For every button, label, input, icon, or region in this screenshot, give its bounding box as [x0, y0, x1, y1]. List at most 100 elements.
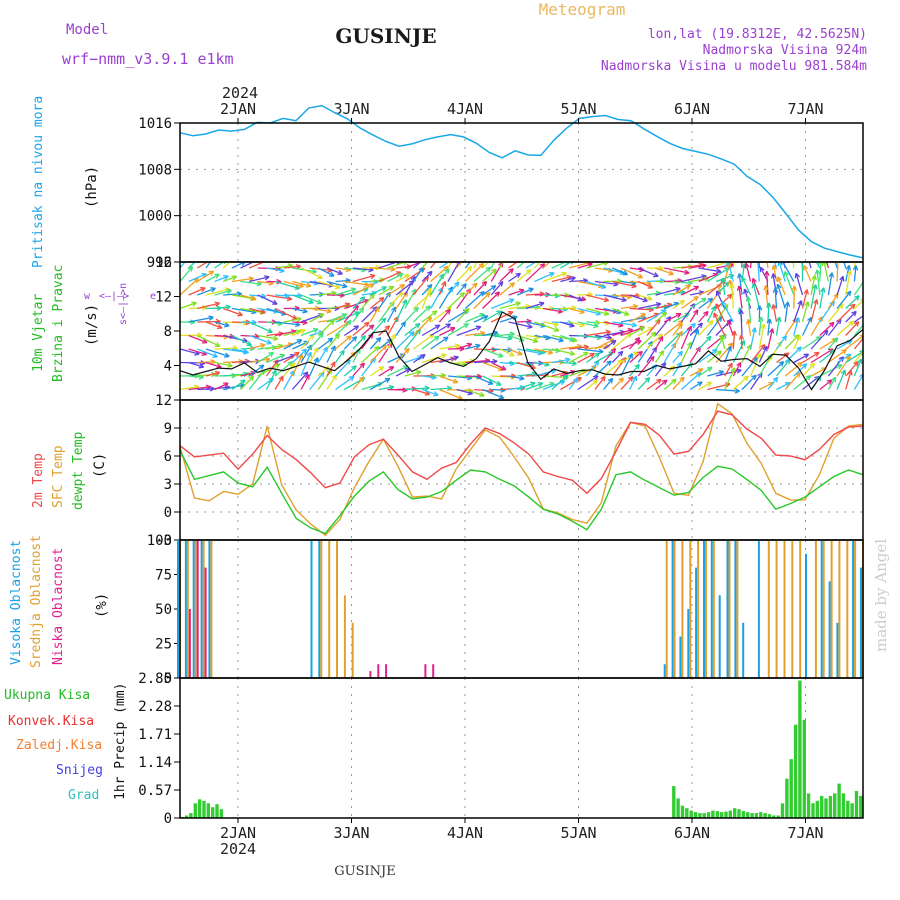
wind-label-2: Brzina i Pravac — [51, 265, 66, 382]
wind-arrow-head — [476, 250, 481, 255]
wind-arrow — [326, 374, 337, 390]
wind-arrow — [585, 360, 600, 377]
wind-arrow-head — [759, 266, 765, 273]
wind-arrow — [655, 311, 668, 323]
wind-arrow-head — [778, 360, 785, 367]
wind-arrow — [499, 262, 504, 269]
wind-arrow — [352, 376, 365, 390]
wind-arrow-head — [363, 321, 370, 328]
wind-arrow-head — [214, 273, 220, 279]
wind-arrow — [534, 262, 541, 269]
wind-arrow — [862, 361, 863, 363]
wind-arrow-head — [701, 263, 707, 269]
wind-arrow-head — [537, 382, 544, 388]
wind-arrow — [586, 307, 609, 316]
wind-arrow-head — [656, 378, 662, 385]
precip-convek-label: Konvek.Kisa — [8, 714, 94, 729]
wind-arrow-head — [750, 243, 754, 248]
wind-arrow — [369, 377, 391, 391]
wind-arrow-head — [317, 273, 323, 279]
wind-arrow — [386, 316, 399, 336]
wind-arrow — [577, 263, 593, 269]
wind-arrow — [827, 337, 839, 350]
wind-arrow-head — [803, 246, 807, 251]
wind-arrow-head — [869, 265, 873, 270]
wind-arrow — [283, 317, 302, 323]
wind-arrow-head — [805, 374, 812, 381]
wind-arrow — [274, 330, 297, 337]
precip-bar — [746, 812, 750, 818]
wind-arrow — [836, 303, 856, 323]
wind-arrow-head — [781, 335, 787, 341]
wind-arrow — [819, 287, 825, 309]
wind-arrow-head — [852, 265, 859, 271]
wind-arrow — [862, 320, 863, 322]
precip-bar — [706, 812, 711, 818]
wind-arrow — [672, 299, 685, 310]
wind-arrow-head — [216, 323, 223, 330]
wind-arrow — [603, 321, 624, 327]
wind-arrow — [404, 387, 430, 391]
precip-bar — [802, 719, 806, 818]
wind-arrow — [757, 262, 760, 282]
wind-arrow-head — [764, 270, 770, 277]
wind-arrow-head — [487, 379, 494, 385]
wind-arrow-head — [312, 327, 319, 334]
wind-arrow-head — [647, 283, 654, 289]
wind-arrow — [214, 347, 238, 350]
wind-arrow-head — [300, 329, 306, 335]
wind-arrow — [274, 343, 293, 350]
wind-arrow — [274, 361, 293, 377]
wind-arrow-head — [463, 307, 470, 314]
wind-arrow-head — [828, 321, 835, 328]
wind-arrow-head — [326, 308, 332, 314]
wind-arrow — [620, 376, 634, 390]
wind-arrow — [654, 336, 664, 350]
wind-arrow — [853, 358, 862, 377]
wind-arrow-head — [826, 379, 833, 385]
wind-arrow-head — [201, 338, 208, 344]
wind-arrow-head — [360, 335, 367, 341]
wind-arrow — [586, 331, 611, 337]
wind-arrow-head — [334, 333, 341, 340]
wind-arrow-head — [677, 350, 683, 357]
wind-arrow — [629, 337, 640, 350]
pressure-panel — [179, 122, 864, 263]
wind-arrow — [283, 280, 304, 288]
wind-arrow-head — [441, 281, 447, 287]
wind-arrow-head — [796, 361, 803, 368]
wind-arrow — [629, 313, 646, 323]
wind-arrow — [853, 299, 863, 309]
wind-arrow — [655, 379, 668, 391]
wind-arrow — [776, 352, 790, 364]
wind-arrows — [180, 243, 873, 400]
wind-arrow — [646, 378, 662, 391]
wind-arrow — [758, 316, 762, 336]
wind-arrow — [689, 329, 699, 350]
wind-arrow-head — [693, 295, 699, 302]
wind-arrow — [482, 285, 497, 296]
wind-arrow — [845, 310, 857, 323]
wind-arrow — [724, 346, 732, 363]
y-tick-label: 0 — [164, 505, 172, 521]
wind-arrow — [603, 294, 627, 302]
wind-arrow-head — [776, 283, 782, 290]
wind-arrow-head — [727, 342, 734, 348]
y-tick-label: 2.85 — [138, 671, 172, 687]
wind-arrow — [421, 310, 438, 323]
wind-arrow — [344, 280, 369, 286]
wind-arrow — [698, 311, 709, 323]
wind-arrow-head — [369, 293, 375, 300]
wind-arrow — [681, 275, 707, 283]
wind-arrow — [853, 350, 863, 363]
wind-arrow — [672, 280, 693, 284]
wind-arrow — [775, 335, 787, 350]
y-tick-label: 6 — [164, 449, 172, 465]
wind-arrow — [577, 334, 602, 339]
wind-arrow — [793, 335, 801, 350]
wind-arrow-head — [403, 262, 408, 266]
wind-arrow — [369, 286, 387, 296]
wind-arrow — [214, 275, 229, 283]
wind-arrow — [395, 299, 407, 323]
wind-arrow-head — [443, 336, 449, 342]
